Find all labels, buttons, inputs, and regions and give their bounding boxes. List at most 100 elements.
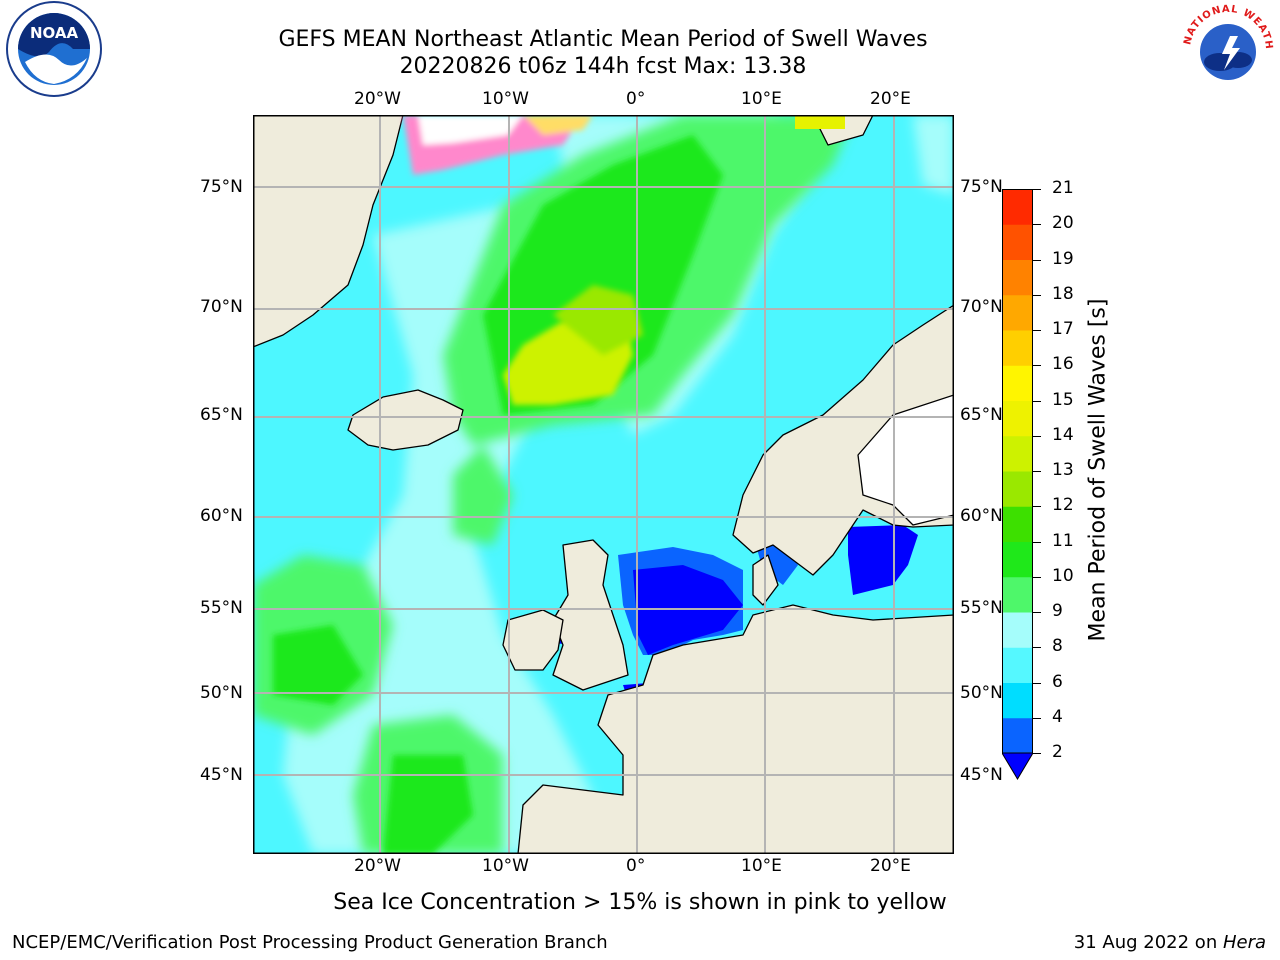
lon-label-bottom-20e: 20°E (870, 856, 911, 876)
colorbar-segment (1002, 400, 1033, 437)
colorbar-tick-label: 20 (1052, 213, 1074, 234)
colorbar (1002, 189, 1033, 780)
colorbar-tick-label: 21 (1052, 178, 1074, 198)
chart-subtitle: 20220826 t06z 144h fcst Max: 13.38 (399, 54, 807, 79)
footer-host: Hera (1222, 932, 1266, 953)
colorbar-tick-mark (1033, 541, 1041, 543)
lat-label-left-45n: 45°N (200, 765, 243, 785)
finland (857, 394, 954, 526)
lat-label-left-70n: 70°N (200, 297, 243, 317)
colorbar-segment (1002, 717, 1033, 754)
lat-label-left-65n: 65°N (200, 405, 243, 425)
colorbar-tick-mark (1033, 647, 1041, 649)
lat-label-right-70n: 70°N (960, 297, 1003, 317)
colorbar-segment (1002, 647, 1033, 683)
colorbar-segment (1002, 224, 1033, 260)
colorbar-tick-label: 13 (1052, 460, 1074, 480)
map-panel (253, 115, 954, 854)
lon-label-top-20e: 20°E (870, 89, 911, 109)
colorbar-tick-label: 4 (1052, 706, 1063, 727)
swell-period-map (253, 115, 954, 854)
lat-label-left-50n: 50°N (200, 683, 243, 703)
colorbar-tick-label: 18 (1052, 283, 1074, 304)
lon-label-top-10e: 10°E (741, 89, 782, 109)
colorbar-under-triangle (1002, 752, 1033, 780)
footer-date: 31 Aug 2022 on Hera (1074, 932, 1266, 953)
lat-label-right-60n: 60°N (960, 506, 1003, 526)
colorbar-segment (1002, 682, 1033, 719)
graticule (253, 115, 954, 854)
lat-label-left-55n: 55°N (200, 598, 243, 618)
lat-label-right-75n: 75°N (960, 177, 1003, 197)
colorbar-tick-label: 11 (1052, 530, 1074, 551)
colorbar-tick-label: 2 (1052, 742, 1063, 762)
colorbar-tick-label: 12 (1052, 495, 1074, 516)
lon-label-top-0: 0° (626, 89, 646, 109)
land (253, 115, 954, 854)
lon-label-bottom-0: 0° (626, 856, 646, 876)
colorbar-segment (1002, 576, 1033, 613)
lat-label-left-75n: 75°N (200, 177, 243, 197)
colorbar-tick-mark (1033, 189, 1041, 190)
colorbar-segment (1002, 435, 1033, 472)
colorbar-tick-label: 16 (1052, 354, 1074, 375)
lat-label-right-45n: 45°N (960, 765, 1003, 785)
colorbar-tick-mark (1033, 259, 1041, 261)
lat-label-right-50n: 50°N (960, 683, 1003, 703)
colorbar-tick-label: 8 (1052, 636, 1063, 657)
continental-europe (517, 604, 954, 854)
colorbar-tick-mark (1033, 294, 1041, 296)
lat-label-left-60n: 60°N (200, 506, 243, 526)
lon-label-bottom-10w: 10°W (482, 856, 529, 876)
colorbar-tick-mark (1033, 400, 1041, 402)
nws-logo: NATIONAL WEATHER SERVICE (1178, 0, 1275, 97)
lon-label-bottom-20w: 20°W (354, 856, 401, 876)
colorbar-tick-mark (1033, 753, 1041, 754)
lat-label-right-55n: 55°N (960, 598, 1003, 618)
chart-title: GEFS MEAN Northeast Atlantic Mean Period… (278, 27, 928, 52)
colorbar-tick-label: 14 (1052, 424, 1074, 445)
colorbar-segment (1002, 259, 1033, 296)
colorbar-segment (1002, 365, 1033, 401)
ireland (502, 609, 564, 671)
iceland (347, 389, 464, 451)
lon-label-top-10w: 10°W (482, 89, 529, 109)
colorbar-tick-label: 6 (1052, 671, 1063, 692)
lat-label-right-65n: 65°N (960, 405, 1003, 425)
colorbar-segment (1002, 471, 1033, 507)
greenland (253, 115, 404, 348)
colorbar-tick-label: 10 (1052, 565, 1074, 586)
colorbar-tick-mark (1033, 576, 1041, 578)
sea-ice (403, 115, 593, 175)
colorbar-tick-mark (1033, 471, 1041, 472)
lon-label-top-20w: 20°W (354, 89, 401, 109)
colorbar-tick-mark (1033, 612, 1041, 613)
colorbar-segment (1002, 612, 1033, 648)
colorbar-segment (1002, 506, 1033, 542)
colorbar-tick-mark (1033, 682, 1041, 684)
map-frame (253, 115, 954, 854)
colorbar-frame (1002, 189, 1033, 754)
svg-text:NOAA: NOAA (30, 24, 79, 42)
colorbar-tick-mark (1033, 330, 1041, 331)
noaa-logo: NOAA (6, 1, 102, 97)
colorbar-segment (1002, 189, 1033, 225)
colorbar-tick-label: 17 (1052, 319, 1074, 339)
colorbar-tick-label: 9 (1052, 601, 1063, 621)
lon-label-bottom-10e: 10°E (741, 856, 782, 876)
colorbar-segment (1002, 330, 1033, 366)
colorbar-tick-mark (1033, 435, 1041, 437)
colorbar-tick-mark (1033, 506, 1041, 508)
colorbar-tick-mark (1033, 717, 1041, 719)
footer-date-text: 31 Aug 2022 on (1073, 932, 1223, 953)
colorbar-tick-mark (1033, 365, 1041, 367)
colorbar-segment (1002, 294, 1033, 331)
sea-ice-caption: Sea Ice Concentration > 15% is shown in … (333, 890, 947, 915)
colorbar-tick-label: 19 (1052, 248, 1074, 269)
footer-credit: NCEP/EMC/Verification Post Processing Pr… (12, 932, 608, 953)
colorbar-tick-label: 15 (1052, 389, 1074, 410)
colorbar-segment (1002, 541, 1033, 578)
colorbar-tick-mark (1033, 224, 1041, 226)
colorbar-title: Mean Period of Swell Waves [s] (1085, 298, 1111, 642)
field-11-12s (553, 285, 643, 355)
